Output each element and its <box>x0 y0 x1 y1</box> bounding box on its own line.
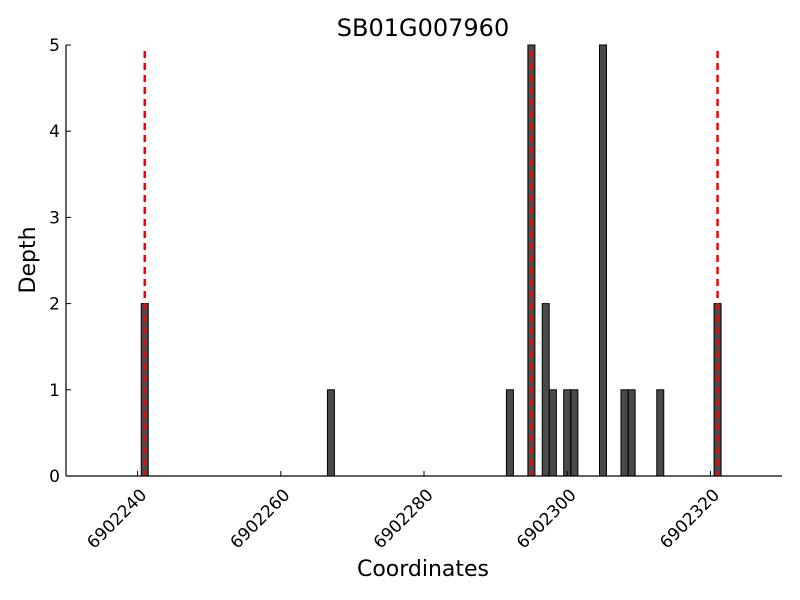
bar <box>563 389 572 477</box>
bar <box>599 44 607 477</box>
x-tick-label: 6902260 <box>227 485 295 553</box>
marker-lines-layer <box>143 51 719 476</box>
y-tick-label: 5 <box>49 36 60 56</box>
bar <box>620 389 629 477</box>
chart-title: SB01G007960 <box>337 14 509 42</box>
x-axis-label: Coordinates <box>357 557 489 582</box>
bar <box>326 389 335 477</box>
y-tick-label: 4 <box>49 122 60 142</box>
y-ticks: 0 1 2 3 4 5 <box>49 36 71 487</box>
x-tick-label: 6902280 <box>370 485 438 553</box>
bar <box>505 389 514 477</box>
y-tick-label: 1 <box>49 381 60 401</box>
x-tick-label: 6902240 <box>83 485 151 553</box>
y-axis-label: Depth <box>16 226 41 293</box>
bar <box>570 389 579 477</box>
x-tick-label: 6902300 <box>513 485 581 553</box>
y-tick-label: 0 <box>49 467 60 487</box>
x-ticks: 6902240 6902260 6902280 6902300 6902320 <box>83 471 724 553</box>
bar <box>627 389 636 477</box>
bars-layer <box>140 44 722 477</box>
y-tick-label: 3 <box>49 208 60 228</box>
y-tick-label: 2 <box>49 295 60 315</box>
bar <box>548 389 557 477</box>
bar <box>656 389 665 477</box>
bar <box>541 303 550 477</box>
x-tick-label: 6902320 <box>656 485 724 553</box>
